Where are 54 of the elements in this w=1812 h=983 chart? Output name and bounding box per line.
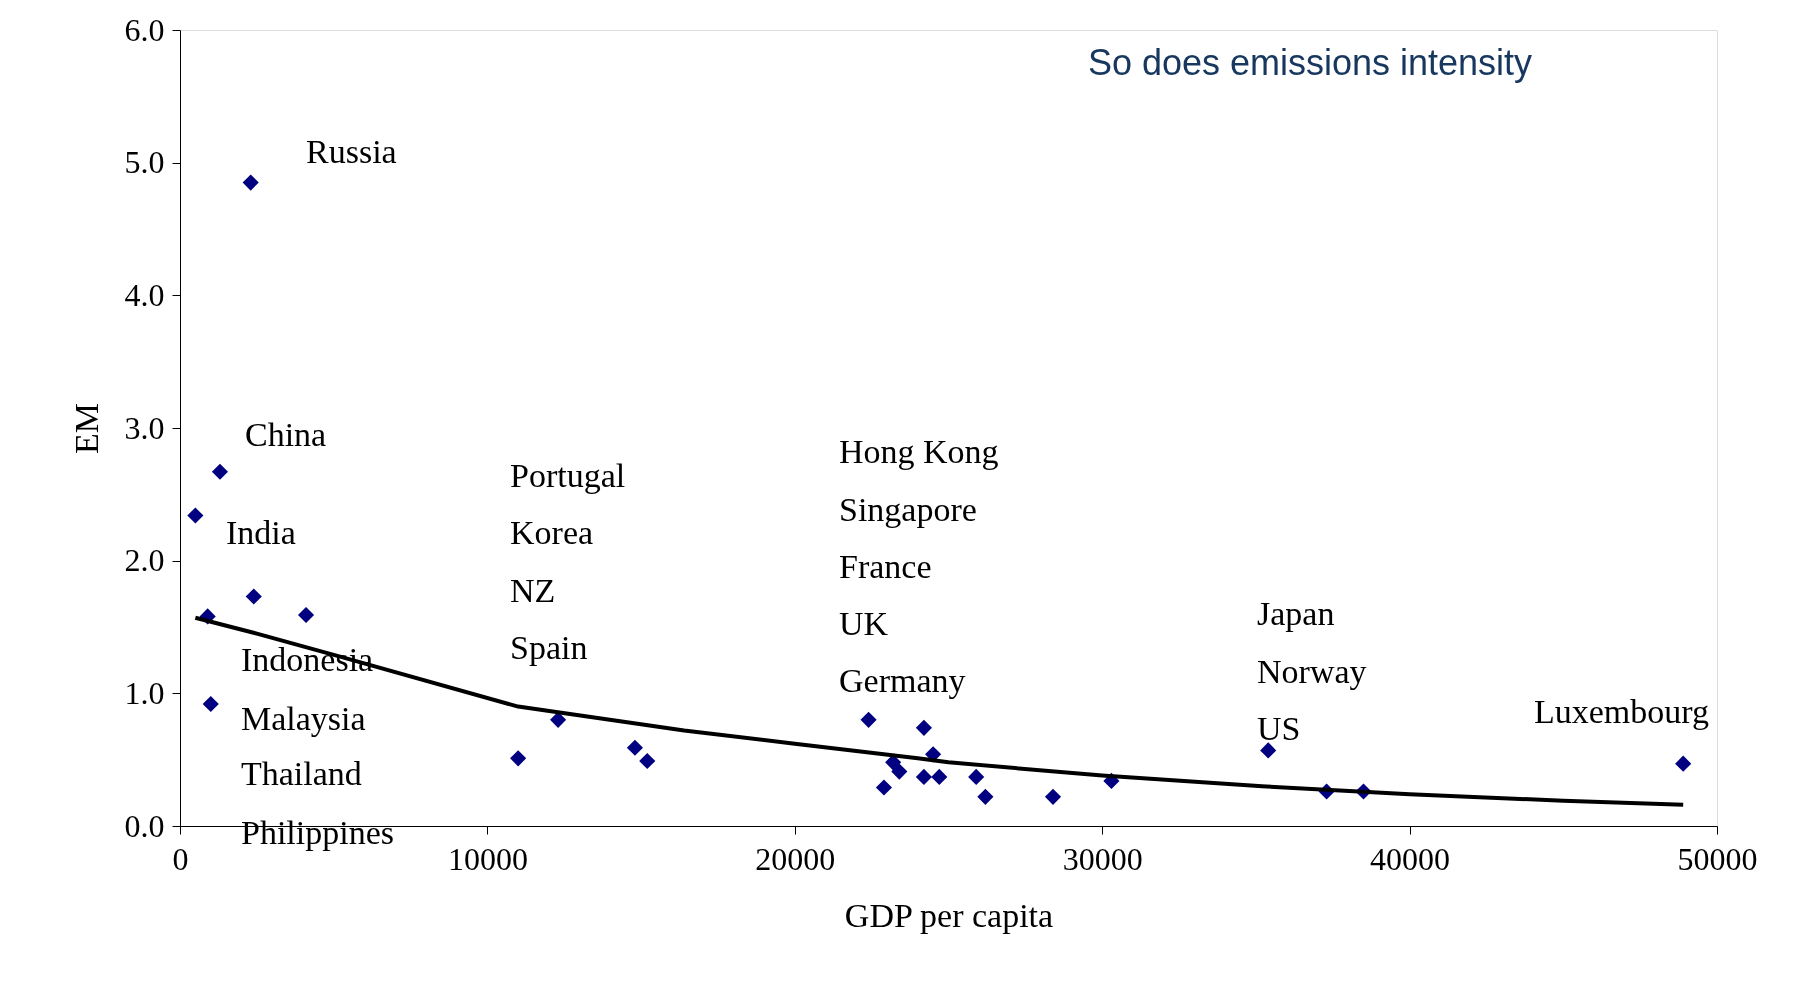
point (202, 695, 219, 713)
point (1675, 755, 1692, 772)
y-tick-label: 1.0 (124, 674, 165, 711)
point (242, 174, 259, 191)
point (977, 788, 994, 805)
annotation: Singapore (839, 491, 977, 528)
point (245, 588, 262, 605)
point (211, 463, 229, 480)
point (297, 607, 315, 624)
point (931, 768, 948, 785)
point (510, 750, 527, 767)
y-axis-title: EM (67, 403, 105, 454)
annotation: China (245, 416, 327, 453)
point (1260, 742, 1277, 759)
annotation: Norway (1257, 653, 1367, 690)
y-tick-label: 3.0 (124, 409, 165, 446)
chart-title: So does emissions intensity (1087, 42, 1533, 83)
y-tick-label: 5.0 (124, 144, 165, 181)
annotation: France (839, 548, 932, 585)
point (639, 752, 656, 770)
y-tick-label: 6.0 (124, 11, 165, 48)
annotation: Japan (1257, 595, 1335, 632)
annotation: Luxembourg (1534, 693, 1710, 730)
point (875, 779, 893, 796)
y-tick-label: 4.0 (124, 276, 165, 313)
annotation: Korea (510, 514, 594, 551)
annotation: Germany (839, 662, 966, 699)
x-tick-label: 40000 (1370, 840, 1451, 877)
y-tick-label: 2.0 (124, 542, 165, 579)
annotation: Malaysia (241, 700, 366, 737)
point (968, 768, 985, 785)
x-tick-label: 10000 (447, 840, 528, 877)
point (915, 768, 932, 785)
annotation: Russia (306, 133, 397, 170)
annotation: UK (839, 605, 889, 642)
annotation: India (226, 514, 296, 551)
x-tick-label: 0 (172, 840, 189, 877)
point (915, 719, 932, 736)
point (187, 507, 204, 524)
x-axis-title: GDP per capita (844, 896, 1054, 934)
point (891, 763, 908, 780)
annotation: Spain (510, 629, 588, 666)
point (626, 739, 644, 756)
annotation: Hong Kong (839, 433, 999, 470)
point (1044, 788, 1062, 805)
point (860, 711, 877, 728)
x-tick-label: 20000 (755, 840, 836, 877)
x-tick-label: 30000 (1062, 840, 1143, 877)
annotation: NZ (510, 572, 556, 609)
x-tick-label: 50000 (1677, 840, 1758, 877)
annotation: Thailand (241, 755, 362, 792)
annotation: Portugal (510, 457, 626, 494)
annotation: US (1257, 710, 1301, 747)
y-tick-label: 0.0 (124, 807, 165, 844)
